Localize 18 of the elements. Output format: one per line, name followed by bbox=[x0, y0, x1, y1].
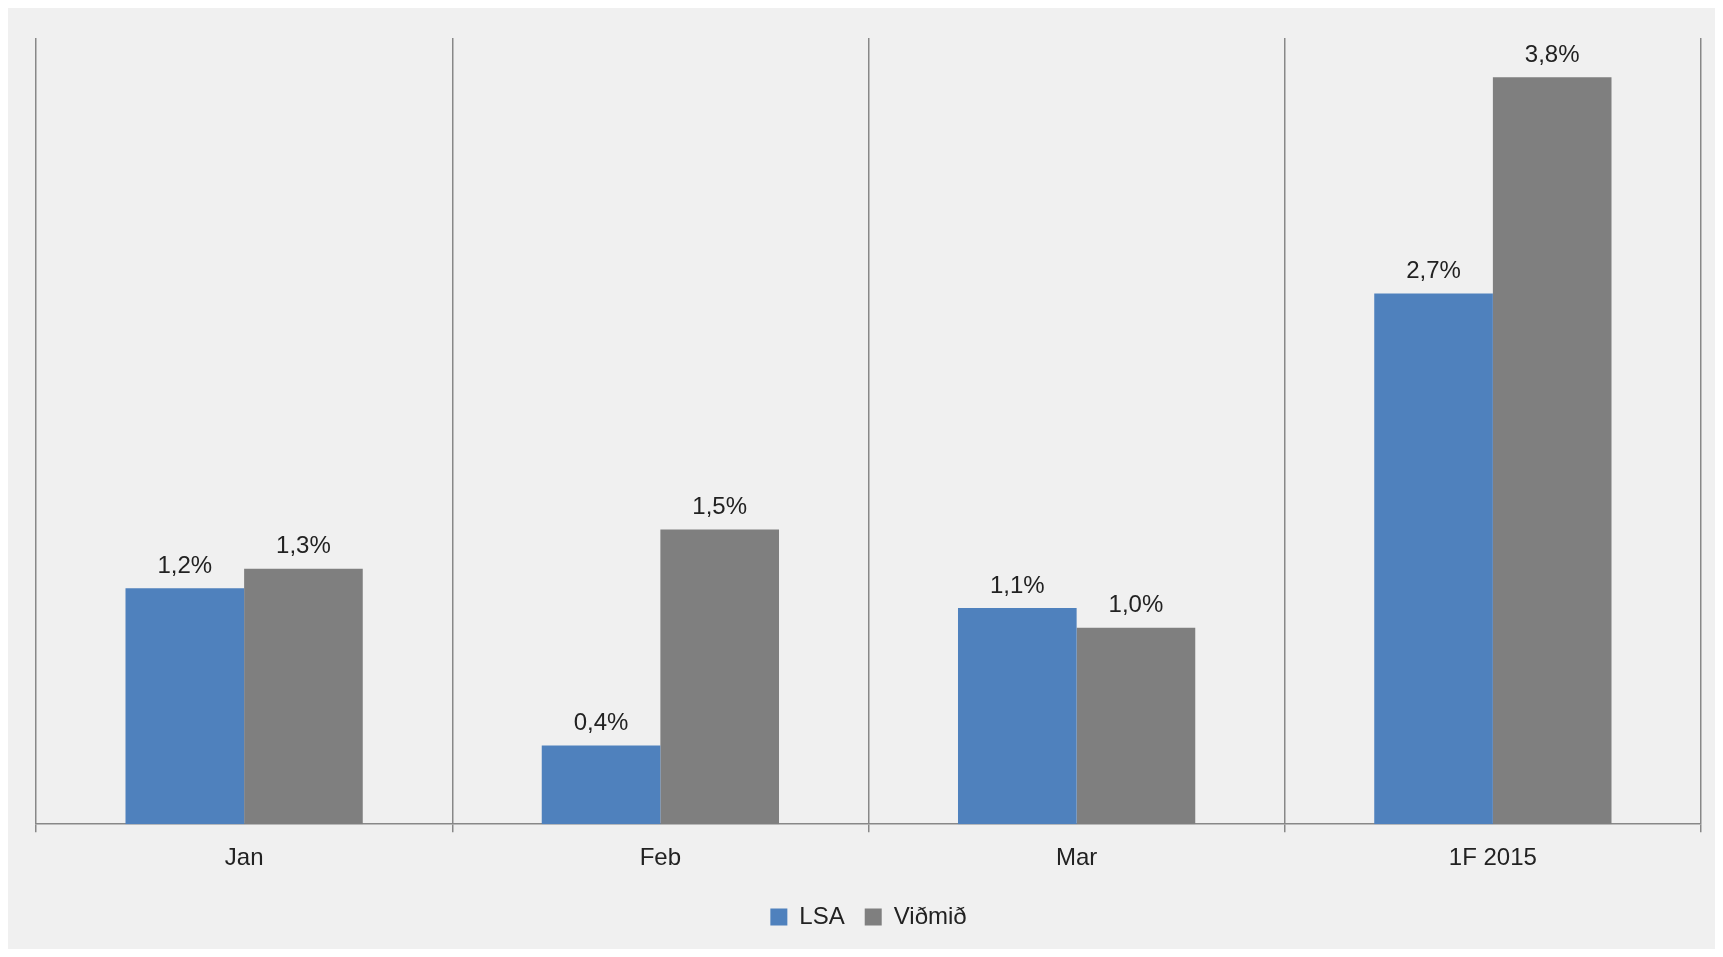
x-tick-label: Mar bbox=[1055, 843, 1098, 871]
data-label: 1,2% bbox=[157, 550, 213, 578]
bar bbox=[541, 745, 661, 825]
bar bbox=[125, 588, 245, 825]
legend-label: Viðmið bbox=[893, 901, 967, 929]
x-tick-label: 1F 2015 bbox=[1448, 843, 1537, 871]
x-tick-label: Jan bbox=[224, 843, 264, 871]
data-label: 2,7% bbox=[1406, 256, 1461, 284]
data-label: 1,0% bbox=[1108, 590, 1164, 618]
data-label: 0,4% bbox=[573, 708, 629, 736]
data-label: 3,8% bbox=[1524, 39, 1580, 67]
data-label: 1,5% bbox=[692, 492, 748, 519]
bar bbox=[957, 608, 1077, 825]
x-tick-label: Feb bbox=[639, 843, 682, 871]
data-label: 1,1% bbox=[989, 570, 1045, 598]
legend-label: LSA bbox=[799, 901, 845, 929]
data-label: 1,3% bbox=[276, 531, 331, 559]
bar bbox=[1374, 293, 1493, 825]
